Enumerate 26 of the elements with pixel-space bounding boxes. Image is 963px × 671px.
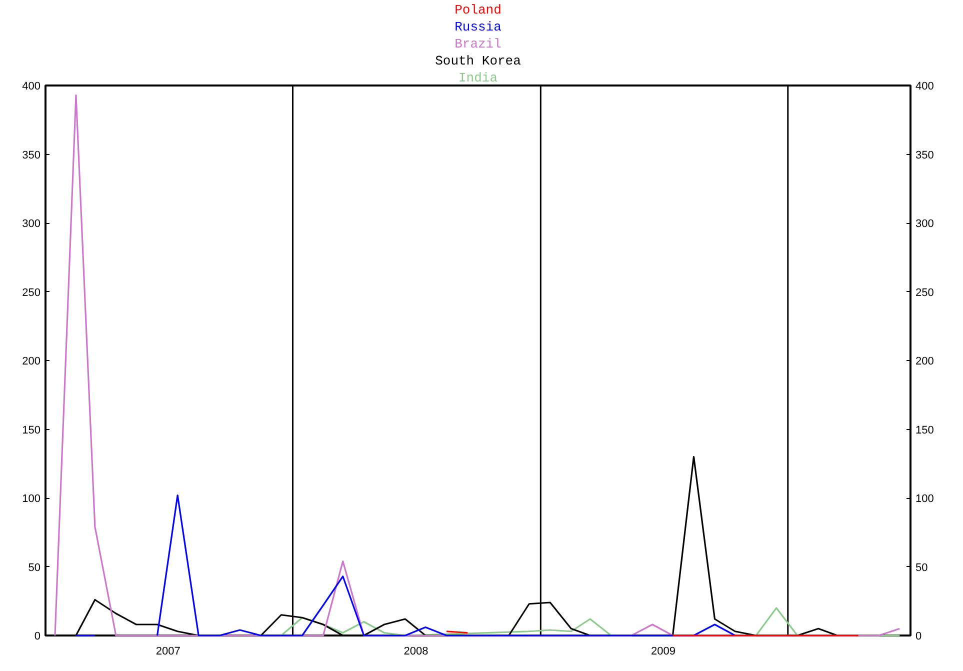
y-tick-label: 350 bbox=[22, 149, 41, 162]
y-tick-label: 150 bbox=[22, 424, 41, 436]
y2-tick-label: 400 bbox=[916, 80, 934, 92]
text: Poland bbox=[454, 2, 502, 18]
text: South Korea bbox=[435, 54, 522, 68]
x-tick-label: 2007 bbox=[156, 646, 180, 658]
y-tick-label: 200 bbox=[22, 356, 41, 368]
y2-tick-label: 100 bbox=[916, 493, 934, 505]
y-tick-label: 0 bbox=[34, 630, 41, 642]
y2-tick-label: 0 bbox=[916, 630, 922, 642]
y2-tick-label: 50 bbox=[916, 562, 928, 574]
text: India bbox=[458, 70, 498, 86]
x-tick-label: 2009 bbox=[651, 646, 676, 658]
text: Russia bbox=[454, 20, 502, 34]
y-tick-label: 50 bbox=[28, 562, 41, 574]
y2-tick-label: 350 bbox=[916, 149, 934, 162]
y-tick-label: 250 bbox=[22, 286, 41, 299]
x-tick-label: 2008 bbox=[404, 646, 428, 658]
y2-tick-label: 200 bbox=[916, 356, 934, 368]
y-tick-label: 300 bbox=[22, 218, 41, 230]
y-tick-label: 100 bbox=[22, 493, 41, 505]
y2-tick-label: 250 bbox=[916, 286, 934, 299]
y-tick-label: 400 bbox=[22, 80, 41, 92]
text: Brazil bbox=[454, 36, 502, 52]
y2-tick-label: 300 bbox=[916, 218, 934, 230]
y2-tick-label: 150 bbox=[916, 424, 934, 436]
